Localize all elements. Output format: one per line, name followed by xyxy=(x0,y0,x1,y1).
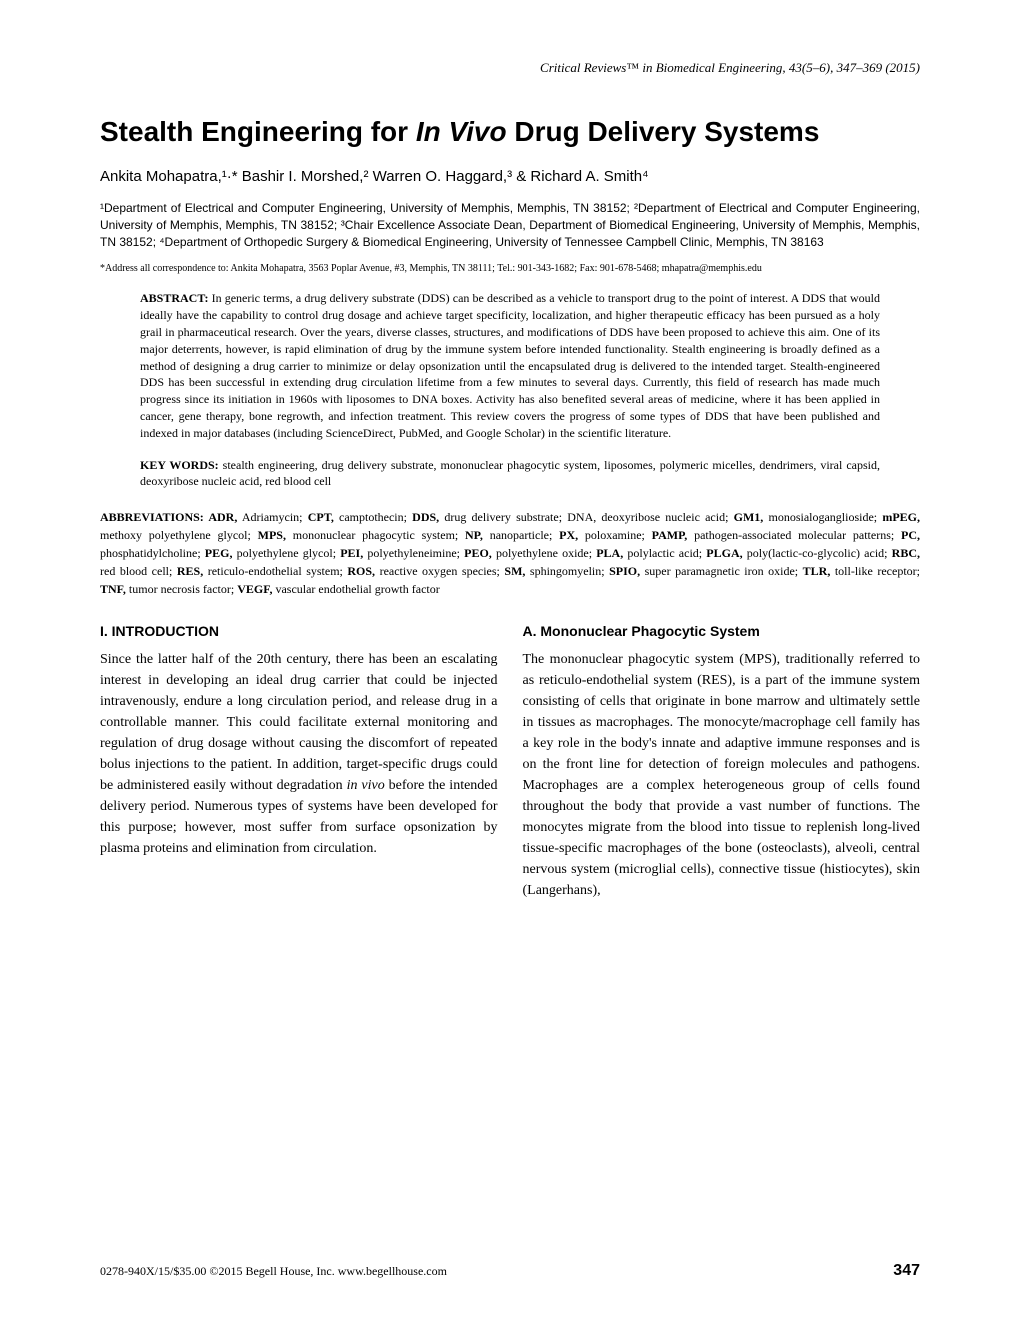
abbrev-def: poly(lactic-co-glycolic) acid; xyxy=(743,546,892,560)
journal-header: Critical Reviews™ in Biomedical Engineer… xyxy=(100,60,920,76)
abbrev-def: mononuclear phagocytic system; xyxy=(286,528,465,542)
abbrev-def: methoxy polyethylene glycol; xyxy=(100,528,258,542)
keywords-label: KEY WORDS: xyxy=(140,458,219,472)
intro-body-pre: Since the latter half of the 20th centur… xyxy=(100,652,498,793)
abbrev-term: RBC, xyxy=(892,546,920,560)
abbrev-def: super paramagnetic iron oxide; xyxy=(640,564,803,578)
page-footer: 0278-940X/15/$35.00 ©2015 Begell House, … xyxy=(100,1262,920,1280)
journal-name-italic: Critical Reviews xyxy=(540,60,626,75)
subsection-body: The mononuclear phagocytic system (MPS),… xyxy=(523,649,921,901)
abbrev-term: CPT, xyxy=(308,510,334,524)
body-columns: I. INTRODUCTION Since the latter half of… xyxy=(100,623,920,901)
journal-name-rest: in Biomedical Engineering, xyxy=(639,60,786,75)
abbrev-term: PEG, xyxy=(205,546,233,560)
article-title: Stealth Engineering for In Vivo Drug Del… xyxy=(100,116,920,148)
title-italic: In Vivo xyxy=(416,116,507,147)
right-column: A. Mononuclear Phagocytic System The mon… xyxy=(523,623,921,901)
trademark: ™ xyxy=(626,60,639,75)
subsection-heading: A. Mononuclear Phagocytic System xyxy=(523,623,921,639)
abbrev-term: SM, xyxy=(504,564,525,578)
abbrev-term: TLR, xyxy=(803,564,831,578)
abbreviations-label: ABBREVIATIONS: xyxy=(100,510,208,524)
abbrev-def: polylactic acid; xyxy=(623,546,706,560)
abbrev-def: poloxamine; xyxy=(578,528,652,542)
journal-citation: 43(5–6), 347–369 (2015) xyxy=(786,60,920,75)
abbrev-def: Adriamycin; xyxy=(237,510,307,524)
abbrev-def: vascular endothelial growth factor xyxy=(272,582,439,596)
abbrev-term: PAMP, xyxy=(652,528,688,542)
abbrev-term: PC, xyxy=(901,528,920,542)
abbrev-def: toll-like receptor; xyxy=(830,564,920,578)
abstract-block: ABSTRACT: In generic terms, a drug deliv… xyxy=(140,290,880,441)
abbrev-term: PEI, xyxy=(340,546,363,560)
abbrev-term: MPS, xyxy=(258,528,286,542)
abbrev-def: phosphatidylcholine; xyxy=(100,546,205,560)
abbrev-term: mPEG, xyxy=(882,510,920,524)
abstract-body: In generic terms, a drug delivery substr… xyxy=(140,291,880,439)
abbrev-term: RES, xyxy=(177,564,203,578)
abbrev-def: sphingomyelin; xyxy=(525,564,609,578)
abbrev-def: drug delivery substrate; DNA, deoxyribos… xyxy=(439,510,733,524)
intro-body: Since the latter half of the 20th centur… xyxy=(100,649,498,859)
abbrev-term: VEGF, xyxy=(237,582,272,596)
copyright: 0278-940X/15/$35.00 ©2015 Begell House, … xyxy=(100,1264,447,1279)
abbrev-def: pathogen-associated molecular patterns; xyxy=(687,528,901,542)
abbrev-def: tumor necrosis factor; xyxy=(126,582,237,596)
abbrev-term: TNF, xyxy=(100,582,126,596)
abbrev-def: polyethyleneimine; xyxy=(363,546,464,560)
abbrev-term: PEO, xyxy=(464,546,492,560)
abbrev-term: ADR, xyxy=(208,510,237,524)
abbrev-def: nanoparticle; xyxy=(483,528,559,542)
abbrev-term: PLA, xyxy=(596,546,623,560)
abbrev-term: GM1, xyxy=(734,510,764,524)
abbrev-def: monosialoganglioside; xyxy=(763,510,882,524)
intro-body-italic: in vivo xyxy=(347,778,385,793)
abstract-text: ABSTRACT: In generic terms, a drug deliv… xyxy=(140,290,880,441)
abbrev-term: NP, xyxy=(465,528,483,542)
abbrev-def: red blood cell; xyxy=(100,564,177,578)
affiliations: ¹Department of Electrical and Computer E… xyxy=(100,200,920,250)
keywords-text: KEY WORDS: stealth engineering, drug del… xyxy=(140,457,880,491)
abbrev-def: reticulo-endothelial system; xyxy=(203,564,347,578)
abbrev-term: SPIO, xyxy=(609,564,640,578)
abbrev-term: ROS, xyxy=(347,564,375,578)
abbrev-def: reactive oxygen species; xyxy=(375,564,504,578)
authors: Ankita Mohapatra,¹·* Bashir I. Morshed,²… xyxy=(100,168,920,185)
page-number: 347 xyxy=(893,1262,920,1280)
left-column: I. INTRODUCTION Since the latter half of… xyxy=(100,623,498,901)
abbrev-def: polyethylene glycol; xyxy=(232,546,340,560)
abbrev-term: DDS, xyxy=(412,510,439,524)
abbrev-def: camptothecin; xyxy=(334,510,412,524)
intro-heading: I. INTRODUCTION xyxy=(100,623,498,639)
keywords-body: stealth engineering, drug delivery subst… xyxy=(140,458,880,489)
keywords-block: KEY WORDS: stealth engineering, drug del… xyxy=(140,457,880,491)
abbrev-def: polyethylene oxide; xyxy=(492,546,596,560)
abbrev-term: PX, xyxy=(559,528,578,542)
title-part1: Stealth Engineering for xyxy=(100,116,416,147)
title-part2: Drug Delivery Systems xyxy=(507,116,820,147)
abbrev-term: PLGA, xyxy=(706,546,742,560)
correspondence: *Address all correspondence to: Ankita M… xyxy=(100,262,920,275)
abbreviations: ABBREVIATIONS: ADR, Adriamycin; CPT, cam… xyxy=(100,508,920,598)
abstract-label: ABSTRACT: xyxy=(140,291,208,305)
